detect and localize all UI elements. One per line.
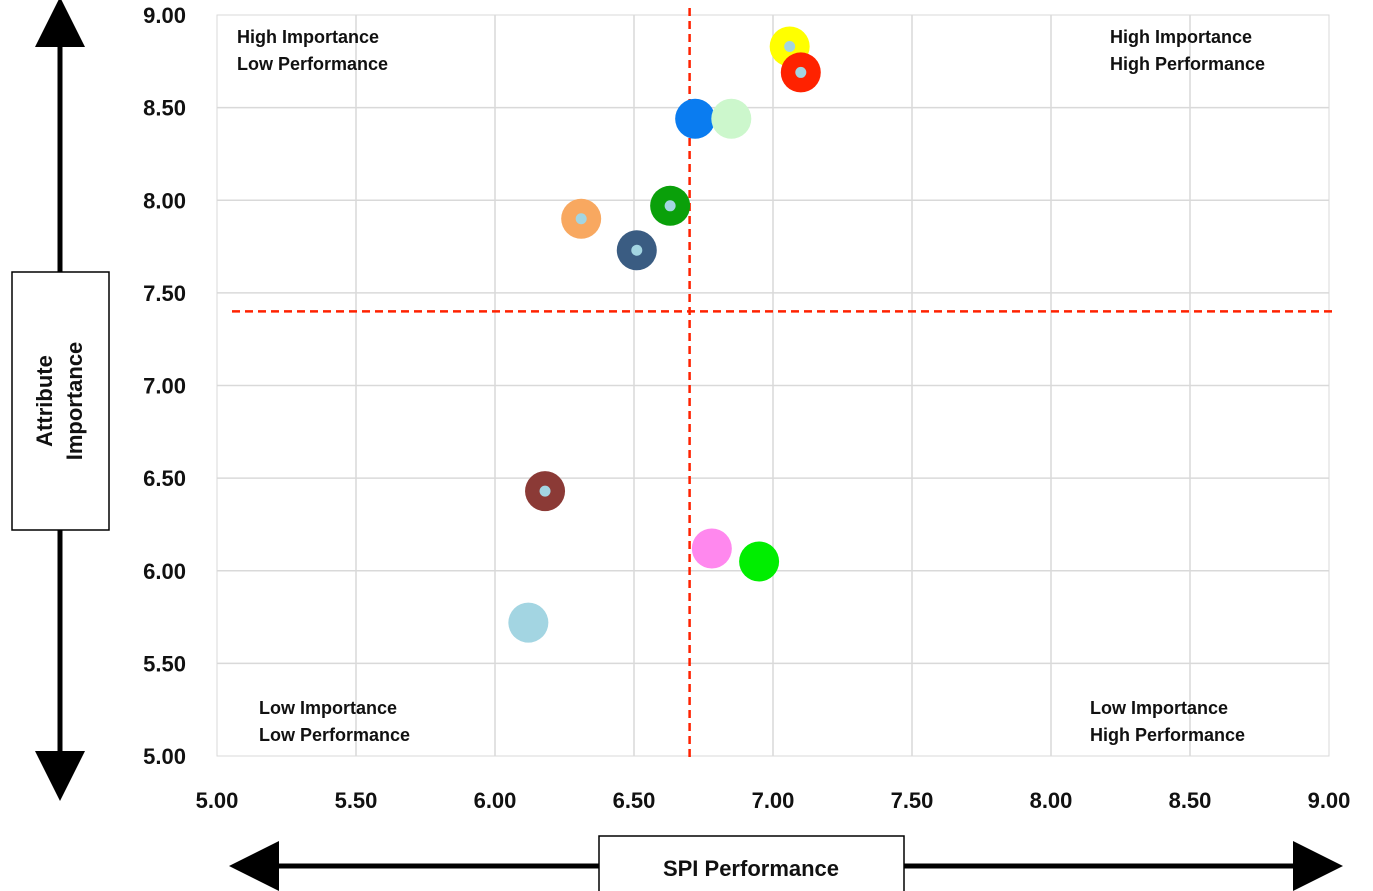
x-axis-title: SPI Performance [663,856,839,881]
data-point-center [795,66,807,78]
quadrant-bottom-left-line2: Low Performance [259,725,410,745]
data-point-center [575,213,587,225]
y-tick-label: 8.50 [143,96,186,121]
data-point [691,528,732,569]
y-axis-title-box [11,271,110,531]
quadrant-top-left-line2: Low Performance [237,54,388,74]
y-tick-labels: 5.00 5.50 6.00 6.50 7.00 7.50 8.00 8.50 9.00 [143,3,186,769]
quadrant-top-right-line2: High Performance [1110,54,1265,74]
y-axis-title-line2: Importance [62,342,87,461]
y-tick-label: 7.50 [143,281,186,306]
y-tick-label: 6.50 [143,466,186,491]
x-tick-label: 8.00 [1030,788,1073,813]
x-axis-title-box [598,835,905,891]
quadrant-top-left-line1: High Importance [237,27,379,47]
x-tick-label: 5.00 [196,788,239,813]
data-point [711,98,752,139]
quadrant-bottom-right-line2: High Performance [1090,725,1245,745]
y-tick-label: 8.00 [143,188,186,213]
y-axis-title-line1: Attribute [32,355,57,447]
data-point-center [784,40,796,52]
data-point-center [631,244,643,256]
quadrant-top-right-line1: High Importance [1110,27,1252,47]
x-tick-label: 7.00 [752,788,795,813]
data-point [508,602,549,643]
data-point [675,98,716,139]
y-tick-label: 5.50 [143,651,186,676]
data-point-center [539,485,551,497]
x-tick-label: 9.00 [1308,788,1351,813]
x-tick-label: 6.00 [474,788,517,813]
quadrant-bottom-left-line1: Low Importance [259,698,397,718]
data-point [739,541,780,582]
y-tick-label: 7.00 [143,374,186,399]
x-tick-labels: 5.00 5.50 6.00 6.50 7.00 7.50 8.00 8.50 9.00 [196,788,1351,813]
y-tick-label: 5.00 [143,744,186,769]
y-tick-label: 6.00 [143,559,186,584]
x-tick-label: 5.50 [335,788,378,813]
x-tick-label: 7.50 [891,788,934,813]
y-tick-label: 9.00 [143,3,186,28]
data-points [508,26,821,643]
quadrant-bottom-right-line1: Low Importance [1090,698,1228,718]
reference-lines [232,8,1337,762]
x-tick-label: 6.50 [613,788,656,813]
data-point-center [664,200,676,212]
x-tick-label: 8.50 [1169,788,1212,813]
